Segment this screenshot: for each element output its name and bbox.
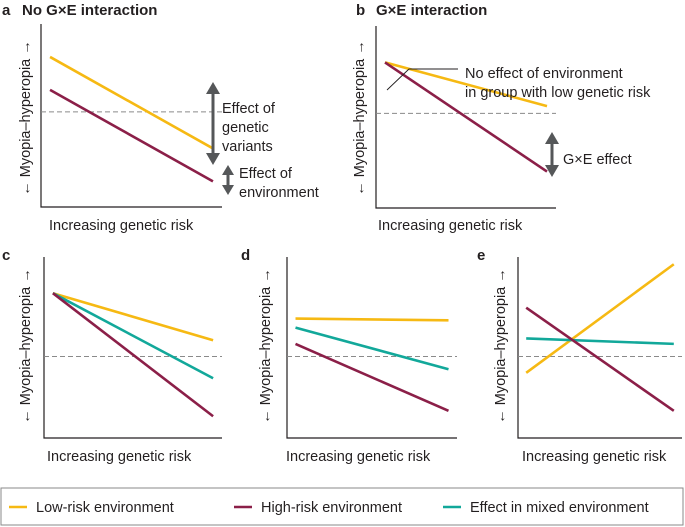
- panel-b-xlabel: Increasing genetic risk: [378, 218, 523, 234]
- panel-d-high-risk-line: [294, 342, 450, 413]
- panel-e-xlabel: Increasing genetic risk: [522, 449, 667, 465]
- panel-b: b G×E interaction ← Myopia–hyperopia → I…: [352, 2, 651, 234]
- panel-c-ylabel: ← Myopia–hyperopia →: [18, 268, 34, 424]
- genetic-effect-label-2: genetic: [222, 120, 269, 136]
- panel-c: c ← Myopia–hyperopia → Increasing geneti…: [2, 247, 222, 465]
- panel-e-axes: [517, 257, 682, 439]
- panel-a-high-risk-line: [49, 88, 214, 183]
- panel-c-high-risk-line: [52, 292, 214, 418]
- panel-a-ylabel: ← Myopia–hyperopia →: [18, 40, 34, 196]
- genetic-effect-label-3: variants: [222, 139, 273, 155]
- panel-e-low-risk-line: [525, 263, 675, 374]
- panel-a-axes: [40, 24, 222, 208]
- gxe-effect-arrow: [545, 132, 559, 177]
- panel-e-mixed-line: [526, 337, 674, 346]
- panel-b-high-risk-line: [384, 61, 548, 173]
- panel-a-low-risk-line: [49, 55, 214, 150]
- no-effect-label-1: No effect of environment: [465, 66, 623, 82]
- genetic-effect-arrow: [206, 82, 220, 165]
- panel-c-mixed-line: [52, 292, 214, 380]
- panel-a-xlabel: Increasing genetic risk: [49, 218, 194, 234]
- panel-d-low-risk-line: [295, 317, 449, 322]
- panel-c-xlabel: Increasing genetic risk: [47, 449, 192, 465]
- panel-a-label: a: [2, 2, 11, 19]
- panel-c-low-risk-line: [52, 291, 214, 342]
- environment-effect-label-1: Effect of: [239, 166, 293, 182]
- legend-mixed-label: Effect in mixed environment: [470, 500, 649, 516]
- panel-d-xlabel: Increasing genetic risk: [286, 449, 431, 465]
- panel-d-axes: [286, 257, 457, 439]
- panel-e: e ← Myopia–hyperopia → Increasing geneti…: [477, 247, 682, 465]
- panel-d-mixed-line: [295, 326, 449, 371]
- panel-b-label: b: [356, 2, 365, 19]
- panel-d-label: d: [241, 247, 250, 264]
- panel-c-axes: [43, 257, 222, 439]
- legend-low-label: Low-risk environment: [36, 500, 174, 516]
- legend-high-label: High-risk environment: [261, 500, 402, 516]
- panel-b-axes: [375, 26, 556, 209]
- gxe-effect-label: G×E effect: [563, 152, 632, 168]
- no-effect-label-2: in group with low genetic risk: [465, 85, 651, 101]
- no-effect-callout-line: [386, 68, 458, 91]
- panel-a-title: No G×E interaction: [22, 2, 157, 19]
- panel-b-ylabel: ← Myopia–hyperopia →: [352, 40, 368, 196]
- environment-effect-label-2: environment: [239, 185, 319, 201]
- panel-b-title: G×E interaction: [376, 2, 487, 19]
- panel-e-ylabel: ← Myopia–hyperopia →: [493, 268, 509, 424]
- legend-box: [0, 487, 684, 526]
- panel-e-high-risk-line: [525, 306, 675, 412]
- environment-effect-arrow: [222, 165, 234, 195]
- panel-d-ylabel: ← Myopia–hyperopia →: [258, 268, 274, 424]
- panel-a: a No G×E interaction ← Myopia–hyperopia …: [2, 2, 319, 234]
- panel-d: d ← Myopia–hyperopia → Increasing geneti…: [241, 247, 457, 465]
- legend: Low-risk environment High-risk environme…: [0, 487, 684, 526]
- genetic-effect-label-1: Effect of: [222, 101, 276, 117]
- panel-b-low-risk-line: [384, 61, 548, 108]
- panel-c-label: c: [2, 247, 10, 264]
- panel-e-label: e: [477, 247, 485, 264]
